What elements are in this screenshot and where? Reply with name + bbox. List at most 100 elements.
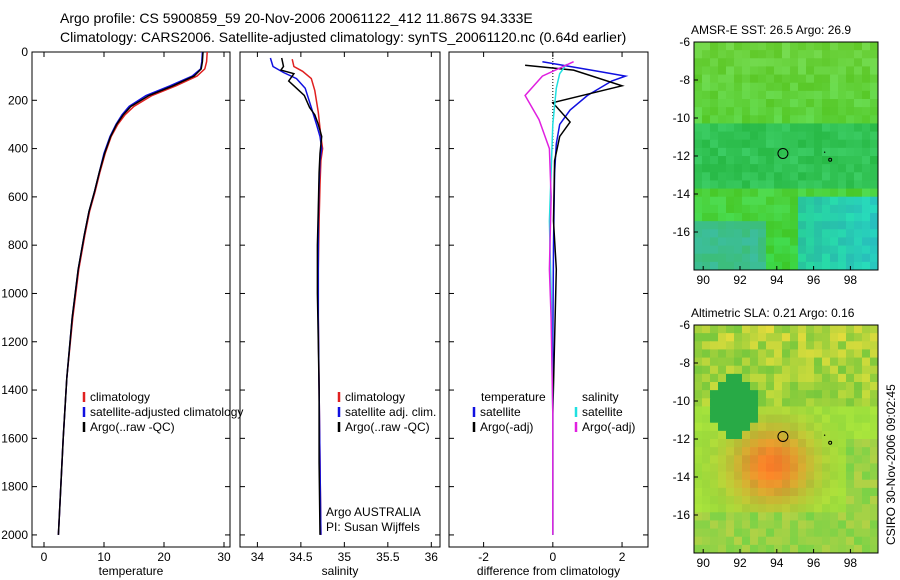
map-cell [782,439,791,448]
map-cell [790,479,799,489]
map-cell [798,261,807,270]
map-y-tick-label: -8 [679,356,690,370]
map-cell [870,58,878,68]
map-cell [846,536,855,546]
map-cell [702,221,711,230]
map-cell [734,131,743,141]
map-cell [846,58,855,68]
map-cell [806,471,815,481]
map-cell [742,74,751,84]
map-cell [790,471,799,481]
map-cell [798,520,807,530]
map-cell [710,357,719,367]
map-cell [726,544,735,553]
map-cell [750,237,759,247]
map-cell [862,204,871,214]
map-cell [734,147,743,157]
map-cell [814,471,823,481]
map-cell [790,245,799,255]
legend-label: satellite [582,405,623,419]
map-cell [718,398,727,408]
map-cell [798,382,807,391]
map-cell [782,74,791,84]
map-cell [742,398,751,408]
map-cell [814,422,823,432]
map-y-tick-label: -6 [679,35,690,49]
map-cell [774,188,783,198]
map-cell [694,58,703,68]
map-cell [702,253,711,263]
map-cell [782,455,791,465]
map-cell [806,229,815,239]
map-cell [782,349,791,359]
map-cell [758,42,767,51]
map-cell [854,325,863,334]
map-cell [750,382,759,391]
map-cell [694,398,703,408]
map-cell [734,99,743,108]
map-cell [710,245,719,255]
map-cell [766,455,775,465]
map-cell [854,496,863,505]
map-cell [734,229,743,239]
map-cell [854,382,863,391]
map-cell [750,253,759,263]
map-cell [718,333,727,342]
map-cell [862,496,871,505]
map-cell [726,42,735,51]
map-cell [758,406,767,416]
map-cell [734,253,743,263]
map-cell [782,325,791,334]
map-cell [774,90,783,100]
map-cell [862,357,871,367]
map-cell [758,139,767,149]
map-cell [830,99,839,108]
map-cell [846,42,855,51]
map-cell [758,156,767,165]
map-cell [742,50,751,59]
map-cell [838,66,847,76]
map-cell [862,430,871,440]
map-cell [838,74,847,84]
map-cell [750,115,759,125]
map-cell [726,107,735,116]
map-cell [838,131,847,141]
map-cell [702,74,711,84]
map-cell [798,74,807,84]
map-cell [734,512,743,522]
map-cell [790,520,799,530]
map-cell [702,50,711,59]
map-cell [774,204,783,214]
map-cell [742,164,751,173]
map-cell [710,341,719,351]
map-cell [766,245,775,255]
map-cell [758,253,767,263]
map-cell [710,253,719,263]
map-cell [742,42,751,51]
map-cell [830,333,839,342]
map-cell [718,528,727,538]
map-cell [742,414,751,424]
map-cell [782,333,791,342]
map-cell [726,406,735,416]
map-cell [766,147,775,157]
map-cell [766,180,775,190]
y-tick-label: 2000 [1,528,28,542]
map-cell [710,463,719,473]
map-cell [694,325,703,334]
map-cell [838,487,847,497]
map-cell [854,520,863,530]
map-cell [774,496,783,505]
legend-label: Argo(-adj) [480,420,533,434]
map-cell [846,333,855,342]
map-cell [782,406,791,416]
map-cell [774,479,783,489]
map-cell [870,479,878,489]
map-cell [846,496,855,505]
map-cell [726,229,735,239]
map-cell [846,357,855,367]
map-cell [838,107,847,116]
map-cell [702,229,711,239]
map-cell [694,50,703,59]
map-cell [870,382,878,391]
